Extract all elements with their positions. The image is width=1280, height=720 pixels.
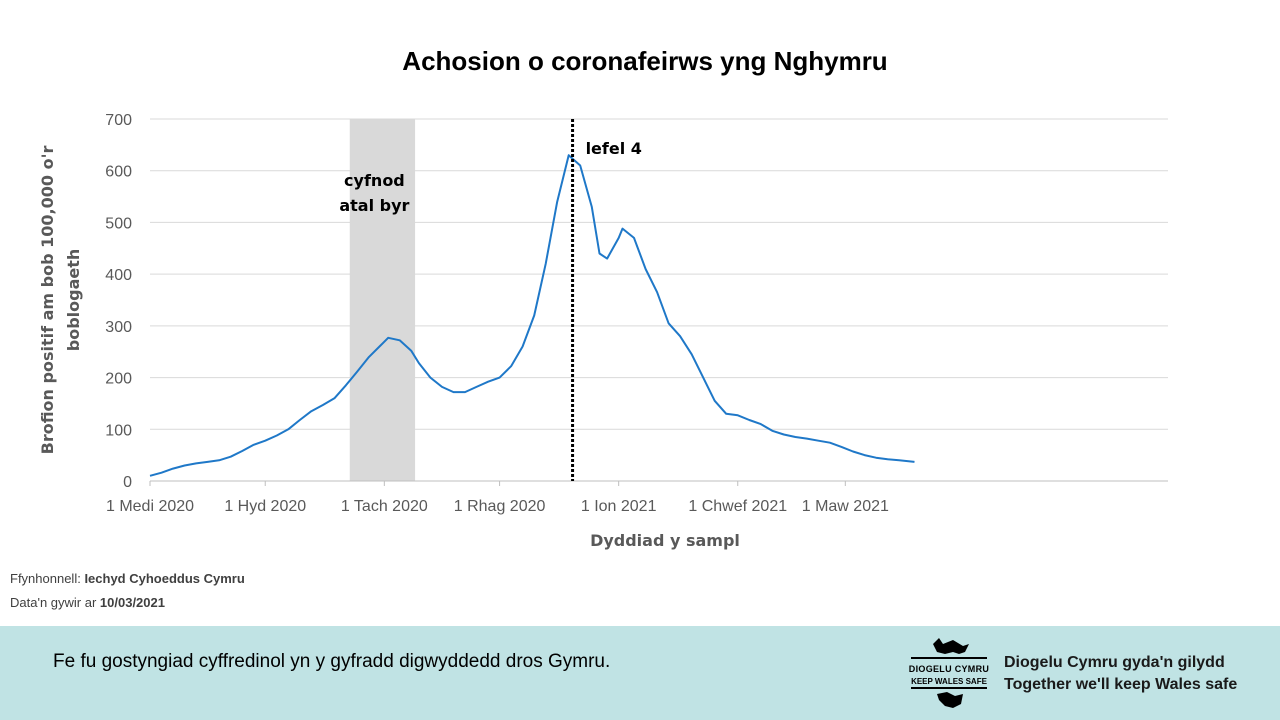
y-tick-label: 500 [105, 215, 132, 232]
footer-message: Fe fu gostyngiad cyffredinol yn y gyfrad… [53, 651, 611, 672]
data-date-label: Data'n gywir ar [10, 595, 100, 610]
source-line: Ffynhonnell: Iechyd Cyhoeddus Cymru [10, 571, 245, 586]
tagline-welsh: Diogelu Cymru gyda'n gilydd [1004, 654, 1225, 671]
keep-wales-safe-logo: DIOGELU CYMRU KEEP WALES SAFE [903, 634, 995, 714]
shaded-region-label-line1: cyfnod [344, 171, 405, 190]
logo-text-english: KEEP WALES SAFE [911, 677, 987, 686]
data-date: 10/03/2021 [99, 595, 165, 610]
x-tick-label: 1 Tach 2020 [341, 498, 428, 515]
x-tick-label: 1 Maw 2021 [802, 498, 889, 515]
y-tick-label: 0 [123, 474, 132, 491]
x-axis-title: Dyddiad y sampl [590, 531, 740, 550]
source-label: Ffynhonnell: [10, 571, 85, 586]
footer-banner: Fe fu gostyngiad cyffredinol yn y gyfrad… [0, 626, 1280, 720]
x-axis: 1 Medi 2020 1 Hyd 2020 1 Tach 2020 1 Rhag 2… [106, 481, 889, 515]
logo-text-welsh: DIOGELU CYMRU [908, 664, 990, 674]
y-tick-label: 200 [105, 371, 132, 388]
x-tick-label: 1 Ion 2021 [581, 498, 657, 515]
y-axis-title-line1: Brofion positif am bob 100,000 o'r [38, 146, 57, 455]
data-date-line: Data'n gywir ar 10/03/2021 [10, 595, 165, 610]
y-tick-label: 700 [105, 112, 132, 129]
shaded-region [349, 119, 416, 481]
chart: Achosion o coronafeirws yng Nghymru cyfn… [38, 46, 1168, 550]
y-tick-label: 400 [105, 267, 132, 284]
x-tick-label: 1 Rhag 2020 [454, 498, 546, 515]
shaded-region-label-line2: atal byr [339, 196, 409, 215]
y-tick-label: 100 [105, 422, 132, 439]
grid [150, 118, 1168, 430]
dragon-icon [911, 638, 987, 708]
tagline-english: Together we'll keep Wales safe [1004, 676, 1238, 693]
source-name: Iechyd Cyhoeddus Cymru [84, 571, 245, 586]
x-tick-label: 1 Chwef 2021 [688, 498, 787, 515]
y-axis: 0 100 200 300 400 500 600 700 [105, 112, 132, 491]
x-tick-label: 1 Hyd 2020 [224, 498, 306, 515]
y-tick-label: 600 [105, 164, 132, 181]
y-tick-label: 300 [105, 319, 132, 336]
x-tick-label: 1 Medi 2020 [106, 498, 194, 515]
chart-title: Achosion o coronafeirws yng Nghymru [402, 46, 887, 76]
y-axis-title-line2: boblogaeth [64, 249, 83, 352]
series-line [149, 154, 915, 477]
level-4-label: lefel 4 [586, 139, 642, 158]
